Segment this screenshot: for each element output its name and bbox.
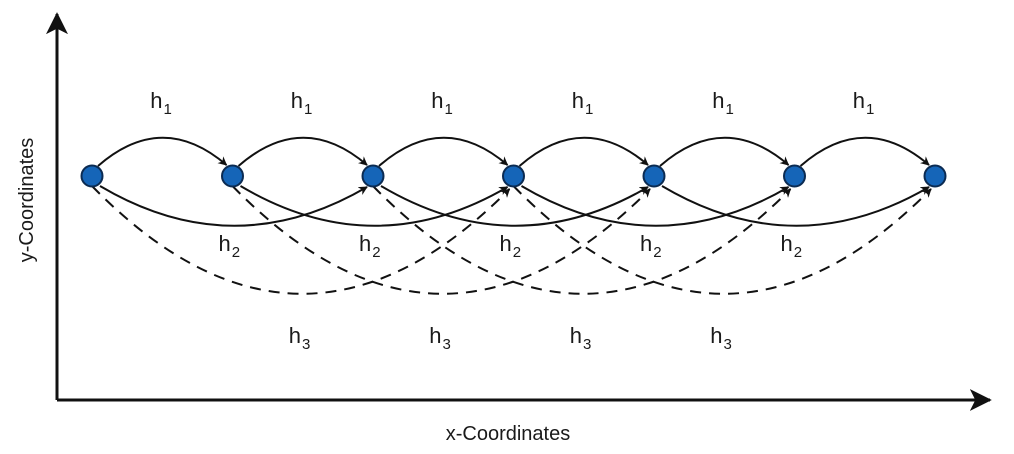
- arc-label-h2-3: h2: [500, 231, 522, 261]
- arcs-layer: [92, 138, 931, 294]
- arc-h3-4: [514, 186, 932, 294]
- labels-layer: h3 h3 h3 h3 h2 h2 h2 h2 h2 h1 h1 h1 h1 h1 h1: [150, 88, 874, 353]
- arc-h1-5: [660, 138, 789, 166]
- node-2: [222, 166, 243, 187]
- arc-h1-4: [520, 138, 649, 166]
- arc-h1-2: [239, 138, 368, 166]
- node-7: [925, 166, 946, 187]
- arc-label-h1-6: h1: [853, 88, 875, 118]
- arc-label-h1-3: h1: [431, 88, 453, 118]
- arc-label-h2-1: h2: [219, 231, 241, 261]
- arc-label-h3-3: h3: [570, 323, 592, 353]
- arc-label-h2-4: h2: [640, 231, 662, 261]
- arc-label-h1-4: h1: [572, 88, 594, 118]
- node-1: [82, 166, 103, 187]
- arc-label-h3-4: h3: [710, 323, 732, 353]
- y-axis-label: y-Coordinates: [16, 138, 38, 263]
- arc-label-h2-2: h2: [359, 231, 381, 261]
- arc-label-h1-5: h1: [712, 88, 734, 118]
- node-5: [644, 166, 665, 187]
- arc-h1-1: [98, 138, 227, 166]
- arc-label-h3-1: h3: [289, 323, 311, 353]
- node-4: [503, 166, 524, 187]
- arc-label-h1-1: h1: [150, 88, 172, 118]
- arc-h1-6: [801, 138, 930, 166]
- arc-h1-3: [379, 138, 508, 166]
- arc-h3-2: [233, 186, 651, 294]
- nodes-layer: [82, 166, 946, 187]
- arc-h3-1: [92, 186, 510, 294]
- arc-label-h2-5: h2: [781, 231, 803, 261]
- arc-label-h3-2: h3: [429, 323, 451, 353]
- node-3: [363, 166, 384, 187]
- x-axis-label: x-Coordinates: [446, 423, 571, 445]
- arc-label-h1-2: h1: [291, 88, 313, 118]
- arc-h2-5: [662, 186, 929, 226]
- arc-h3-3: [373, 186, 791, 294]
- node-6: [784, 166, 805, 187]
